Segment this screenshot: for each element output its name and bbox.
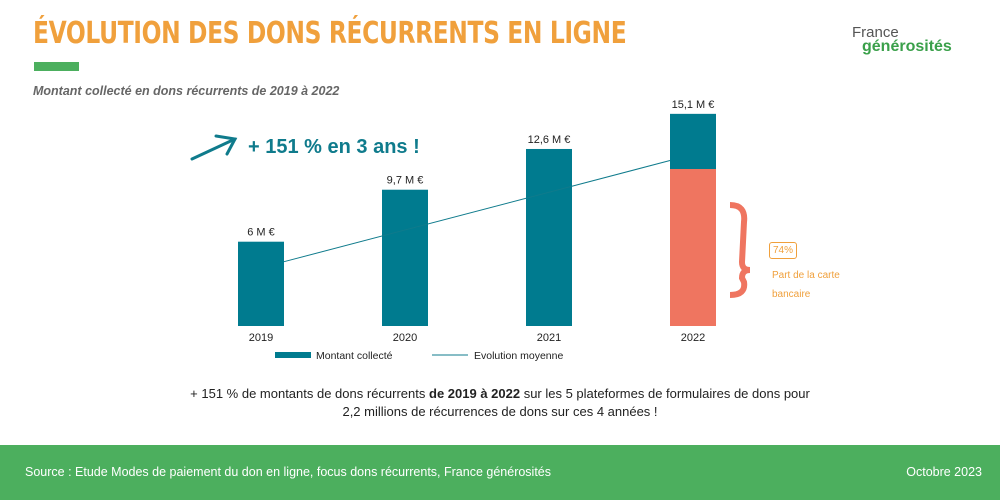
arrow-up-right-icon [190,134,238,161]
data-label: 6 M € [247,227,275,239]
brace-icon [729,202,751,298]
source-text: Source : Etude Modes de paiement du don … [25,465,552,479]
growth-headline: + 151 % en 3 ans ! [248,136,420,158]
data-label: 9,7 M € [387,175,424,187]
legend-label-bar: Montant collecté [316,350,393,362]
summary-note: + 151 % de montants de dons récurrents d… [180,385,820,421]
bar-2021 [526,148,572,326]
chart-subtitle: Montant collecté en dons récurrents de 2… [33,84,340,98]
x-tick-label: 2022 [681,332,705,344]
logo-line2: générosités [862,38,952,55]
logo-line1: France [852,24,899,41]
logo: France générosités [852,24,952,56]
data-label: 15,1 M € [672,99,715,111]
x-tick-label: 2020 [393,332,417,344]
legend-swatch-bar [275,352,311,358]
bar-2020 [382,189,428,326]
trend-line [283,160,671,263]
note-bold: de 2019 à 2022 [429,386,521,401]
title-accent-bar [34,62,79,71]
chart: 6 M € 2019 9,7 M € 2020 12,6 M € 2021 15,1 M €… [190,99,751,362]
card-share-label: Part de la carte bancaire [772,270,840,300]
footer: Source : Etude Modes de paiement du don … [0,445,1000,500]
bar-card-share-2022 [670,169,716,326]
legend: Montant collecté Evolution moyenne [275,350,563,362]
note-part2: sur les 5 plateformes de formulaires de … [342,386,810,419]
note-part1: + 151 % de montants de dons récurrents [190,386,429,401]
bar-2019 [238,241,284,326]
data-label: 12,6 M € [528,134,571,146]
page-title: ÉVOLUTION DES DONS RÉCURRENTS EN LIGNE [33,16,627,51]
x-tick-label: 2021 [537,332,561,344]
card-share-badge: 74% [769,242,798,259]
x-tick-label: 2019 [249,332,273,344]
legend-label-line: Evolution moyenne [474,350,563,362]
date-text: Octobre 2023 [906,465,982,479]
